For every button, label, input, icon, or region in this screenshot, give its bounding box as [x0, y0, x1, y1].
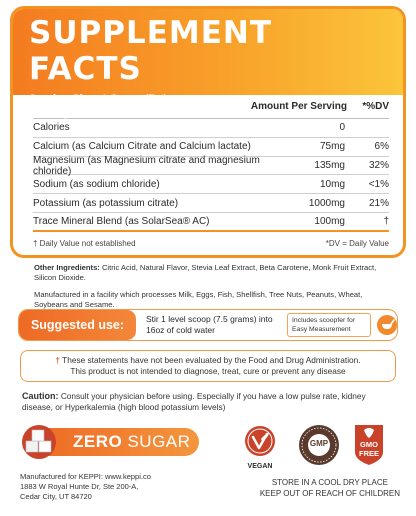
serving-size-value: 1 Scoop (7 g)	[101, 93, 168, 105]
children-warning: KEEP OUT OF REACH OF CHILDREN	[259, 488, 400, 498]
nutrient-name: Trace Mineral Blend (as SolarSea® AC)	[33, 215, 210, 227]
gmp-badge: GMP	[298, 424, 340, 471]
disclaimer-line-1: † These statements have not been evaluat…	[21, 355, 395, 366]
nutrient-amount: 10mg	[319, 178, 345, 190]
sugar-word: SUGAR	[127, 432, 191, 451]
gmp-seal-icon	[299, 425, 339, 465]
nutrient-name: Calcium (as Calcium Citrate and Calcium …	[33, 141, 251, 153]
dagger-symbol: †	[55, 355, 61, 365]
nutrient-name: Magnesium (as Magnesium citrate and magn…	[33, 154, 260, 177]
vegan-label: VEGAN	[247, 463, 273, 470]
nutrient-dv: 21%	[368, 197, 389, 209]
table-row: Magnesium (as Magnesium citrate and magn…	[33, 154, 389, 177]
caution-label: Caution:	[22, 391, 59, 401]
table-row: Sodium (as sodium chloride) 10mg <1%	[33, 175, 389, 195]
serving-size-label: Serving Size:	[29, 93, 99, 105]
vegan-leaf-icon	[245, 426, 275, 456]
nutrient-amount: 1000mg	[308, 197, 345, 209]
scoop-note: Includes scoopfer for Easy Measurement	[287, 313, 371, 337]
nutrient-name: Calories	[33, 122, 70, 134]
other-ingredients: Other Ingredients: Citric Acid, Natural …	[34, 263, 392, 283]
zero-sugar-text: ZERO SUGAR	[73, 430, 190, 454]
nutrient-amount: 75mg	[319, 141, 345, 153]
nutrient-dv: 6%	[374, 141, 389, 153]
servings-value: 50	[151, 107, 164, 119]
allergen-statement: Manufactured in a facility which process…	[34, 290, 363, 309]
daily-value-notes: † Daily Value not established *DV = Dail…	[13, 232, 403, 248]
caution-text: Consult your physician before using. Esp…	[22, 391, 366, 412]
disclaimer-text-1: These statements have not been evaluated…	[62, 355, 361, 365]
zero-sugar-badge: ZERO SUGAR	[17, 424, 201, 460]
table-header: Amount Per Serving *%DV	[33, 95, 389, 119]
dv-column-header: *%DV	[362, 101, 389, 112]
facts-title: SUPPLEMENT FACTS	[29, 15, 272, 87]
gmo-free-badge: GMO FREE	[352, 422, 386, 471]
servings-per-container: Serving Per Container: 50	[29, 107, 387, 120]
storage-info: STORE IN A COOL DRY PLACE KEEP OUT OF RE…	[260, 478, 400, 499]
free-word: FREE	[358, 448, 379, 458]
zero-word: ZERO	[73, 432, 123, 451]
supplement-facts-panel: SUPPLEMENT FACTS Serving Size: 1 Scoop (…	[10, 6, 406, 258]
nutrient-dv: 32%	[368, 159, 389, 171]
gmo-free-shield-icon	[355, 425, 383, 465]
scoop-icon	[377, 315, 397, 335]
table-row: Trace Mineral Blend (as SolarSea® AC) 10…	[33, 213, 389, 232]
fda-disclaimer: † These statements have not been evaluat…	[20, 350, 396, 382]
suggested-use-box: Suggested use: Stir 1 level scoop (7.5 g…	[18, 309, 398, 341]
suggested-use-text: Stir 1 level scoop (7.5 grams) into 16oz…	[146, 314, 273, 335]
suggested-use-label: Suggested use:	[19, 310, 136, 340]
manufacturer-info: Manufactured for KEPPI: www.keppi.co 188…	[20, 472, 151, 502]
ingredients-section: Other Ingredients: Citric Acid, Natural …	[34, 263, 392, 310]
disclaimer-text-2: This product is not intended to diagnose…	[70, 366, 346, 376]
zero-sugar-pill	[35, 428, 199, 456]
amount-column-header: Amount Per Serving	[250, 101, 347, 112]
nutrient-name: Potassium (as potassium citrate)	[33, 197, 179, 209]
nutrient-table: Amount Per Serving *%DV Calories 0 Calci…	[13, 95, 403, 232]
vegan-badge: VEGAN	[244, 425, 276, 470]
table-row: Potassium (as potassium citrate) 1000mg …	[33, 194, 389, 213]
other-ingredients-text: Citric Acid, Natural Flavor, Stevia Leaf…	[34, 263, 377, 282]
gmp-label: GMP	[309, 439, 329, 448]
nutrient-amount: 0	[339, 122, 345, 134]
storage-instruction: STORE IN A COOL DRY PLACE	[271, 478, 389, 487]
sugar-cubes-icon	[22, 425, 56, 459]
nutrient-amount: 135mg	[314, 159, 345, 171]
gmo-word: GMO	[360, 440, 378, 449]
dv-definition-note: *DV = Daily Value	[325, 238, 389, 248]
dv-not-established-note: † Daily Value not established	[33, 238, 136, 248]
other-ingredients-label: Other Ingredients:	[34, 263, 100, 272]
gmo-free-label: GMO FREE	[352, 440, 386, 458]
servings-label: Serving Per Container:	[29, 107, 149, 119]
nutrient-dv: <1%	[368, 178, 389, 190]
table-row: Calories 0	[33, 119, 389, 138]
nutrient-dv: †	[383, 215, 389, 227]
manufactured-for: Manufactured for KEPPI: www.keppi.co	[20, 472, 151, 481]
facts-header: SUPPLEMENT FACTS Serving Size: 1 Scoop (…	[13, 9, 403, 119]
nutrient-name: Sodium (as sodium chloride)	[33, 178, 160, 190]
address-line-1: 1883 W Royal Hunte Dr, Ste 200-A,	[20, 482, 139, 491]
address-line-2: Cedar City, UT 84720	[20, 492, 92, 501]
serving-size: Serving Size: 1 Scoop (7 g)	[29, 93, 387, 106]
nutrient-amount: 100mg	[314, 215, 345, 227]
caution-section: Caution: Consult your physician before u…	[22, 391, 392, 413]
table-row: Calcium (as Calcium Citrate and Calcium …	[33, 138, 389, 157]
